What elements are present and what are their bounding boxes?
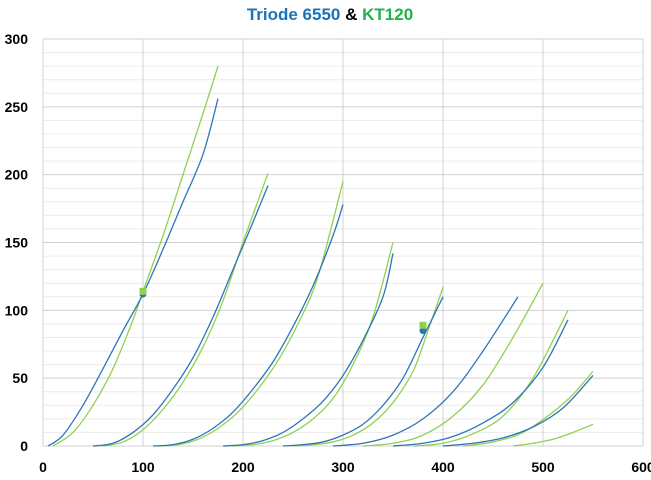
y-tick-label: 300 bbox=[5, 31, 29, 47]
y-tick-label: 0 bbox=[20, 438, 28, 454]
series-line-triode-6550-12 bbox=[222, 253, 394, 447]
series-line-kt120-6 bbox=[412, 310, 569, 447]
x-tick-label: 500 bbox=[531, 459, 555, 475]
y-tick-label: 250 bbox=[5, 99, 29, 115]
series-line-triode-6550-11 bbox=[152, 204, 344, 447]
x-tick-label: 100 bbox=[131, 459, 155, 475]
x-tick-label: 300 bbox=[331, 459, 355, 475]
series-line-triode-6550-15 bbox=[392, 319, 569, 447]
y-tick-label: 100 bbox=[5, 302, 29, 318]
y-axis-tick-labels: 0 50 100 150 200 250 300 bbox=[5, 31, 29, 454]
series-line-kt120-4 bbox=[292, 287, 444, 447]
series-line-triode-6550-13 bbox=[282, 296, 444, 447]
series-line-triode-6550-10 bbox=[92, 185, 269, 447]
x-tick-label: 600 bbox=[631, 459, 651, 475]
title-part-0: Triode 6550 bbox=[247, 5, 341, 24]
y-tick-label: 150 bbox=[5, 235, 29, 251]
x-axis-tick-labels: 0 100 200 300 400 500 600 bbox=[39, 459, 651, 475]
series-line-kt120-8 bbox=[512, 423, 594, 447]
series-line-triode-6550-16 bbox=[442, 375, 594, 447]
x-tick-label: 0 bbox=[39, 459, 47, 475]
operating-point-marker-kt120 bbox=[139, 287, 147, 295]
series-line-kt120-5 bbox=[362, 282, 544, 447]
operating-point-marker-kt120 bbox=[419, 321, 427, 329]
title-part-1: & bbox=[340, 5, 362, 24]
series-line-kt120-2 bbox=[157, 181, 344, 447]
series-layer bbox=[47, 65, 594, 447]
operating-point-marker-triode-6550 bbox=[419, 327, 427, 335]
series-line-triode-6550-14 bbox=[332, 296, 519, 447]
y-tick-label: 50 bbox=[12, 370, 28, 386]
series-line-kt120-3 bbox=[232, 242, 394, 447]
marker-layer bbox=[139, 287, 427, 335]
x-tick-label: 400 bbox=[431, 459, 455, 475]
series-line-triode-6550-9 bbox=[47, 98, 219, 447]
series-line-kt120-7 bbox=[462, 370, 594, 447]
major-gridlines bbox=[42, 38, 644, 447]
title-part-2: KT120 bbox=[362, 5, 413, 24]
y-tick-label: 200 bbox=[5, 167, 29, 183]
chart-title: Triode 6550 & KT120 bbox=[247, 5, 413, 24]
x-tick-label: 200 bbox=[231, 459, 255, 475]
